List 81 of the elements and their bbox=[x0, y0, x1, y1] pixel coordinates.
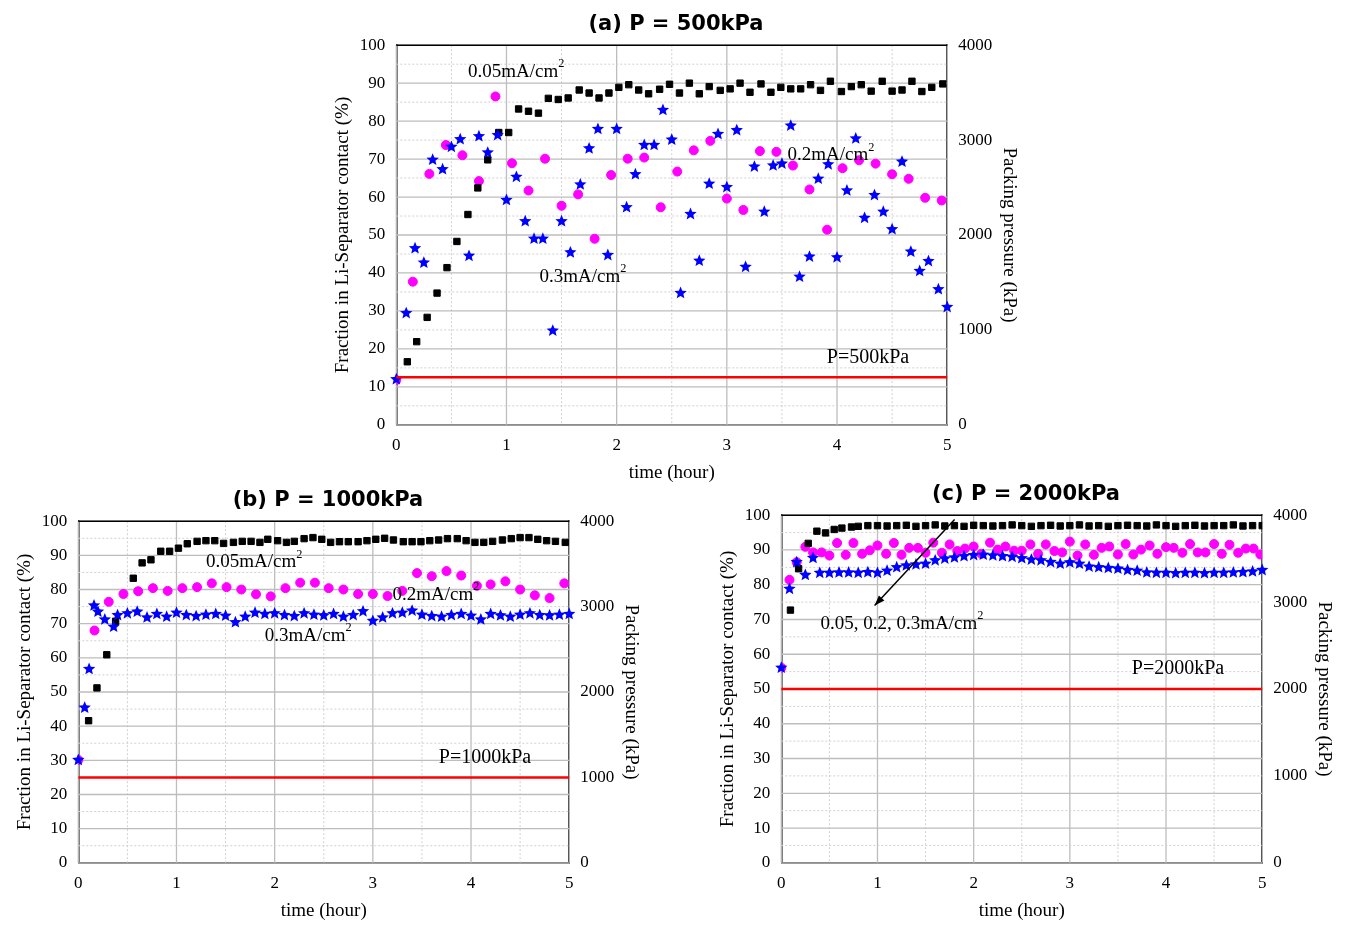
x-tick-label: 5 bbox=[942, 435, 952, 455]
y-tick-label: 70 bbox=[368, 148, 386, 168]
y-tick-label: 90 bbox=[368, 72, 386, 92]
x-tick-label: 1 bbox=[172, 873, 181, 893]
y-tick-label: 0 bbox=[58, 852, 68, 872]
x-axis-title: time (hour) bbox=[280, 898, 367, 921]
y-tick-label: 40 bbox=[368, 262, 386, 282]
y2-tick-label: 0 bbox=[958, 414, 967, 434]
x-axis-title: time (hour) bbox=[628, 460, 715, 483]
y2-tick-label: 0 bbox=[1273, 852, 1282, 872]
x-tick-label: 3 bbox=[1065, 873, 1075, 893]
y-tick-label: 30 bbox=[753, 747, 771, 767]
x-tick-label: 4 bbox=[832, 435, 842, 455]
y2-axis-title: Packing pressure (kPa) bbox=[998, 147, 1021, 323]
y-tick-label: 90 bbox=[753, 539, 771, 559]
y2-tick-label: 1000 bbox=[580, 766, 615, 786]
x-tick-label: 2 bbox=[612, 435, 621, 455]
y-tick-label: 100 bbox=[359, 34, 386, 54]
x-tick-label: 2 bbox=[969, 873, 978, 893]
y-tick-label: 60 bbox=[368, 186, 386, 206]
y-tick-label: 100 bbox=[744, 504, 771, 524]
x-tick-label: 4 bbox=[466, 873, 476, 893]
y2-axis-title: Packing pressure (kPa) bbox=[1313, 601, 1336, 777]
y-tick-label: 0 bbox=[376, 414, 386, 434]
x-tick-label: 5 bbox=[564, 873, 574, 893]
x-tick-label: 2 bbox=[270, 873, 279, 893]
x-tick-label: 5 bbox=[1257, 873, 1267, 893]
y2-tick-label: 4000 bbox=[958, 34, 993, 54]
y-tick-label: 90 bbox=[50, 544, 68, 564]
ref-line-label: P=2000kPa bbox=[1131, 656, 1225, 679]
y-tick-label: 50 bbox=[753, 678, 771, 698]
chart-title: (a) P = 500kPa bbox=[588, 11, 764, 36]
y-tick-label: 10 bbox=[753, 817, 771, 837]
x-tick-label: 3 bbox=[368, 873, 378, 893]
y2-tick-label: 2000 bbox=[958, 224, 993, 244]
y2-tick-label: 1000 bbox=[1273, 765, 1308, 785]
y-axis-title: Fraction in Li-Separator contact (%) bbox=[13, 553, 36, 831]
y-tick-label: 10 bbox=[50, 818, 68, 838]
y-tick-label: 80 bbox=[753, 574, 771, 594]
y-tick-label: 20 bbox=[368, 338, 386, 358]
y2-axis-title: Packing pressure (kPa) bbox=[620, 604, 643, 780]
y-tick-label: 60 bbox=[753, 643, 771, 663]
x-axis-title: time (hour) bbox=[978, 898, 1065, 921]
x-tick-label: 4 bbox=[1161, 873, 1171, 893]
y-tick-label: 20 bbox=[50, 783, 68, 803]
y2-tick-label: 4000 bbox=[580, 510, 615, 530]
y-tick-label: 30 bbox=[50, 749, 68, 769]
ref-line-label: P=1000kPa bbox=[438, 744, 532, 767]
y2-tick-label: 4000 bbox=[1273, 504, 1308, 524]
chart-title: (b) P = 1000kPa bbox=[232, 487, 424, 512]
y-tick-label: 60 bbox=[50, 647, 68, 667]
y-tick-label: 20 bbox=[753, 782, 771, 802]
y2-tick-label: 1000 bbox=[958, 319, 993, 339]
y-tick-label: 80 bbox=[50, 578, 68, 598]
y-tick-label: 70 bbox=[753, 608, 771, 628]
y2-tick-label: 2000 bbox=[580, 681, 615, 701]
y2-tick-label: 0 bbox=[580, 852, 589, 872]
chart-title: (c) P = 2000kPa bbox=[932, 481, 1120, 506]
y-tick-label: 50 bbox=[50, 681, 68, 701]
ref-line-label: P=500kPa bbox=[826, 344, 910, 367]
x-tick-label: 0 bbox=[74, 873, 83, 893]
y-axis-title: Fraction in Li-Separator contact (%) bbox=[331, 96, 354, 374]
y-tick-label: 100 bbox=[41, 510, 68, 530]
y-tick-label: 50 bbox=[368, 224, 386, 244]
y-tick-label: 40 bbox=[753, 713, 771, 733]
y2-tick-label: 3000 bbox=[580, 596, 615, 616]
y2-tick-label: 3000 bbox=[1273, 591, 1308, 611]
x-tick-label: 1 bbox=[873, 873, 882, 893]
x-tick-label: 0 bbox=[392, 435, 401, 455]
y-tick-label: 30 bbox=[368, 300, 386, 320]
y-tick-label: 80 bbox=[368, 110, 386, 130]
y-tick-label: 0 bbox=[761, 852, 771, 872]
y-tick-label: 40 bbox=[50, 715, 68, 735]
y2-tick-label: 3000 bbox=[958, 129, 993, 149]
x-tick-label: 3 bbox=[722, 435, 732, 455]
x-tick-label: 1 bbox=[502, 435, 511, 455]
y-tick-label: 10 bbox=[368, 376, 386, 396]
y-axis-title: Fraction in Li-Separator contact (%) bbox=[716, 550, 739, 828]
y-tick-label: 70 bbox=[50, 613, 68, 633]
y2-tick-label: 2000 bbox=[1273, 678, 1308, 698]
x-tick-label: 0 bbox=[777, 873, 786, 893]
